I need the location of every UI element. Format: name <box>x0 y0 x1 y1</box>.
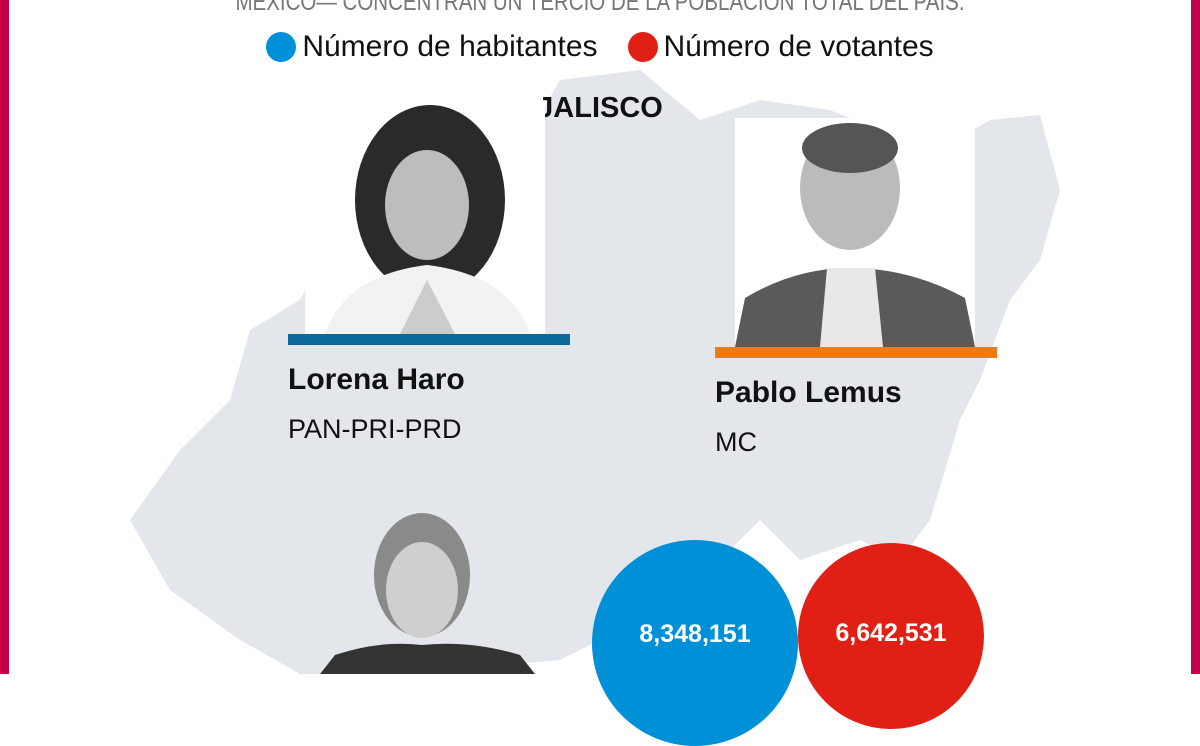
candidate-photo-pablo <box>735 118 975 347</box>
candidate-photo-lorena <box>305 105 545 334</box>
habitantes-circle: 8,348,151 <box>592 540 798 746</box>
candidate-party: MC <box>715 427 757 457</box>
candidate-party: PAN-PRI-PRD <box>288 414 462 444</box>
legend: Número de habitantes Número de votantes <box>0 30 1200 64</box>
candidate-photo-third <box>320 505 540 674</box>
candidate-name: Lorena Haro <box>288 363 465 396</box>
legend-item-habitantes: Número de habitantes <box>266 30 598 64</box>
legend-label: Número de habitantes <box>302 30 598 63</box>
votantes-circle: 6,642,531 <box>798 543 984 729</box>
legend-item-votantes: Número de votantes <box>627 30 934 64</box>
habitantes-value: 8,348,151 <box>639 619 751 648</box>
left-border <box>0 0 9 674</box>
candidate-bar-lorena <box>288 334 570 345</box>
red-dot-icon <box>627 32 658 62</box>
state-title: JALISCO <box>537 92 663 124</box>
candidate-name: Pablo Lemus <box>715 376 902 409</box>
legend-label: Número de votantes <box>663 30 934 63</box>
blue-dot-icon <box>266 32 297 62</box>
right-border <box>1191 0 1200 674</box>
subtitle: MÉXICO— CONCENTRAN UN TERCIO DE LA POBLA… <box>235 0 965 16</box>
candidate-bar-pablo <box>715 347 997 358</box>
votantes-value: 6,642,531 <box>835 618 947 647</box>
